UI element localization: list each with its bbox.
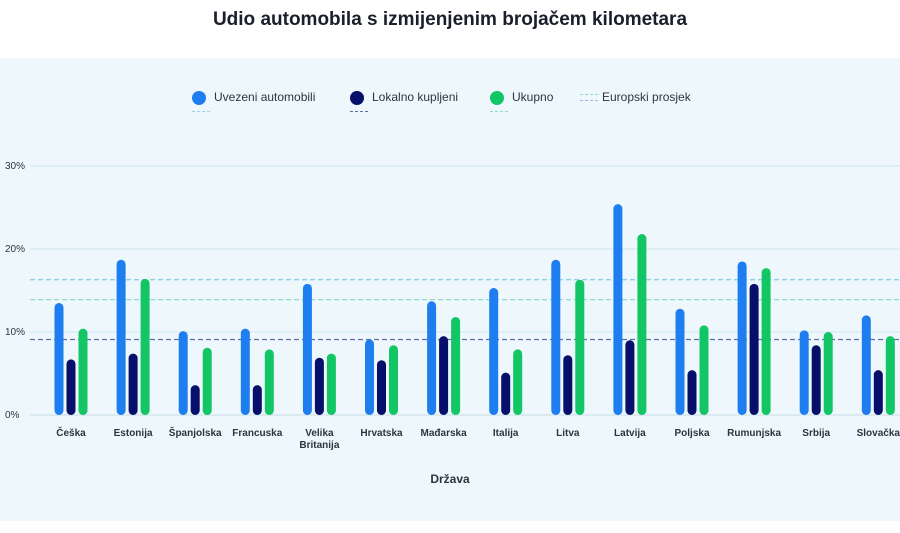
x-tick-label: Litva [556, 428, 580, 439]
legend-label-eu: Europski prosjek [602, 90, 691, 104]
legend-avg-line-local [350, 111, 368, 112]
bar-local [252, 385, 262, 415]
bar-imported [365, 339, 374, 415]
bar-local [749, 283, 759, 415]
bar-total [513, 349, 523, 415]
x-tick-label-line: Francuska [232, 428, 282, 439]
x-tick-label-line: Britanija [299, 440, 339, 451]
x-tick-label-line: Estonija [114, 428, 153, 439]
legend-label-total: Ukupno [512, 90, 554, 104]
bar-local [439, 336, 449, 415]
x-tick-label-line: Češka [56, 426, 86, 439]
x-tick-label-line: Mađarska [421, 428, 468, 439]
bar-total [699, 325, 709, 415]
x-tick-label: Italija [493, 428, 519, 439]
bar-total [78, 328, 88, 415]
legend-dot-total [490, 91, 504, 105]
bar-local [66, 359, 76, 415]
x-tick-label: Velika Britanija [299, 428, 339, 451]
legend-dot-imported [192, 91, 206, 105]
bar-local [873, 370, 883, 415]
legend-avg-line-imported [192, 111, 210, 112]
bar-total [389, 345, 398, 415]
bar-imported [240, 328, 250, 415]
x-tick-label: Rumunjska [727, 428, 781, 439]
bar-total [451, 317, 461, 415]
bar-imported [675, 308, 685, 415]
x-tick-label-line: Srbija [802, 428, 830, 439]
legend-dot-local [350, 91, 364, 105]
bar-imported [551, 259, 561, 415]
x-tick-label: Latvija [614, 428, 646, 439]
bar-total [264, 349, 274, 415]
bar-local [563, 355, 573, 415]
legend-eu-line-1 [580, 94, 598, 95]
y-tick-label: 10% [5, 327, 25, 338]
bar-local [811, 345, 821, 415]
bar-local [625, 340, 635, 415]
x-tick-label: Estonija [114, 428, 153, 439]
bar-imported [799, 330, 809, 415]
x-tick-label-line: Slovačka [857, 428, 900, 439]
bar-local [190, 385, 200, 415]
bar-imported [489, 288, 499, 415]
bar-imported [427, 301, 437, 415]
x-tick-label: Češka [56, 426, 86, 439]
bar-local [687, 370, 697, 415]
y-tick-label: 20% [5, 244, 25, 255]
bar-total [823, 332, 833, 415]
x-tick-label: Poljska [674, 428, 709, 439]
bar-total [202, 347, 212, 415]
chart-title: Udio automobila s izmijenjenim brojačem … [212, 9, 688, 30]
bar-imported [116, 259, 126, 415]
x-tick-label: Hrvatska [360, 428, 403, 439]
legend-eu-line-2 [580, 100, 598, 101]
x-tick-label-line: Latvija [614, 428, 646, 439]
bar-imported [178, 331, 188, 415]
bar-imported [613, 204, 623, 415]
legend-avg-line-total [490, 111, 508, 112]
bar-local [377, 360, 386, 415]
x-tick-label: Srbija [802, 428, 830, 439]
y-tick-label: 0% [5, 410, 20, 421]
x-tick-label-line: Velika [305, 428, 334, 439]
x-tick-label-line: Rumunjska [727, 428, 781, 439]
bar-total [637, 234, 647, 415]
bar-imported [302, 283, 312, 415]
x-tick-label: Mađarska [421, 428, 468, 439]
x-tick-label-line: Hrvatska [360, 428, 403, 439]
bar-imported [861, 315, 871, 415]
x-tick-label-line: Litva [556, 428, 580, 439]
bar-total [326, 353, 336, 415]
bar-local [501, 372, 511, 415]
x-tick-label: Francuska [232, 428, 282, 439]
x-tick-label: Španjolska [169, 426, 222, 439]
x-axis-label: Država [430, 472, 470, 486]
legend-label-imported: Uvezeni automobili [214, 90, 316, 104]
bar-imported [737, 261, 747, 415]
x-tick-label-line: Poljska [674, 428, 709, 439]
bar-total [575, 279, 585, 415]
bar-local [128, 353, 138, 415]
bar-total [885, 336, 895, 415]
bar-local [314, 357, 324, 415]
bar-total [761, 268, 771, 415]
x-tick-label: Slovačka [857, 428, 900, 439]
y-tick-label: 30% [5, 161, 25, 172]
bar-imported [54, 302, 64, 415]
legend-label-local: Lokalno kupljeni [372, 90, 459, 104]
x-tick-label-line: Španjolska [169, 426, 222, 439]
bar-total [140, 278, 150, 415]
x-tick-label-line: Italija [493, 428, 519, 439]
